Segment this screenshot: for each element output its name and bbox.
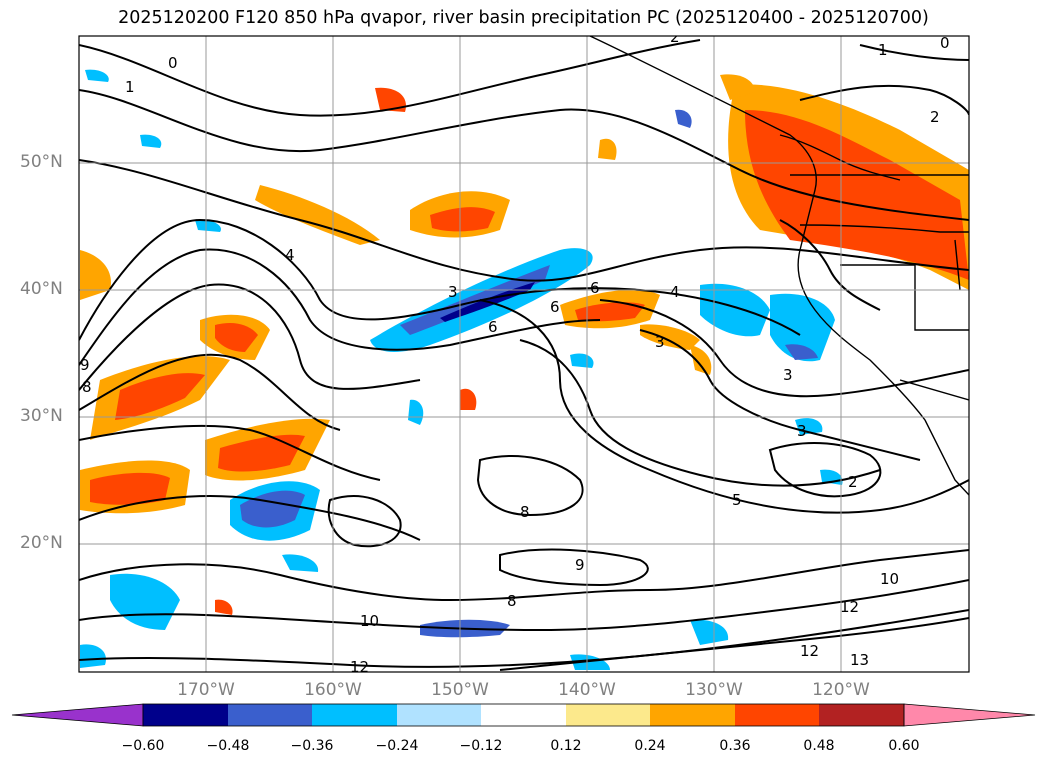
contour-label: 1 [878, 41, 888, 59]
figure-title: 2025120200 F120 850 hPa qvapor, river ba… [118, 8, 929, 28]
colorbar-bin [481, 704, 566, 726]
contour-label: 6 [488, 318, 498, 336]
map-field: 0 0 1 1 2 2 2 3 3 3 3 4 4 5 6 6 6 8 8 8 … [79, 28, 969, 676]
coastlines [589, 36, 969, 496]
colorbar-outline [142, 703, 905, 727]
contour-label: 2 [930, 108, 940, 126]
colorbar-tick: −0.48 [206, 738, 250, 754]
colorbar-tick: 0.24 [634, 738, 666, 754]
contour-label: 3 [448, 283, 458, 301]
contour-label: 4 [285, 246, 295, 264]
contour-label: 8 [520, 503, 530, 521]
colorbar-tick: −0.12 [459, 738, 503, 754]
contour-label: 10 [360, 612, 379, 630]
colorbar-tick: −0.24 [375, 738, 419, 754]
colorbar-bin [819, 704, 904, 726]
contour-label: 1 [125, 78, 135, 96]
colorbar-tick: 0.60 [888, 738, 920, 754]
contour-label: 9 [80, 356, 90, 374]
contour-label: 10 [880, 570, 899, 588]
contour-label: 13 [850, 651, 869, 669]
contour-label: 12 [840, 598, 859, 616]
colorbar-bin [397, 704, 481, 726]
lon-label: 170°W [177, 680, 235, 700]
colorbar-tick: −0.60 [121, 738, 165, 754]
contour-label: 2 [848, 473, 858, 491]
colorbar-extend-max [903, 703, 1036, 727]
colorbar-bin [312, 704, 397, 726]
colorbar-bin [566, 704, 650, 726]
lat-label: 50°N [20, 152, 63, 172]
colorbar-tick: 0.36 [719, 738, 751, 754]
contour-label: 12 [350, 658, 369, 676]
contour-label: 2 [670, 28, 680, 46]
lon-label: 150°W [431, 680, 489, 700]
contour-label: 8 [507, 592, 517, 610]
contour-label: 0 [940, 34, 950, 52]
map-frame [78, 35, 970, 673]
colorbar-extend-min [11, 703, 144, 727]
contour-label: 5 [732, 491, 742, 509]
colorbar-bin [143, 704, 228, 726]
lat-label: 20°N [20, 533, 63, 553]
lon-label: 160°W [304, 680, 362, 700]
lon-label: 140°W [558, 680, 616, 700]
positive-anomaly-patches [80, 74, 969, 615]
colorbar-tick: 0.48 [803, 738, 835, 754]
lat-label: 40°N [20, 279, 63, 299]
colorbar [11, 703, 1036, 727]
graticule [79, 36, 969, 672]
lon-label: 130°W [685, 680, 743, 700]
lat-label: 30°N [20, 406, 63, 426]
contour-label: 12 [800, 642, 819, 660]
contour-label: 3 [655, 333, 665, 351]
contour-label: 4 [670, 283, 680, 301]
colorbar-tick: 0.12 [550, 738, 582, 754]
qvapor-contours [79, 39, 969, 671]
contour-label: 3 [797, 422, 807, 440]
contour-label: 6 [550, 298, 560, 316]
contour-label: 0 [168, 54, 178, 72]
contour-labels: 0 0 1 1 2 2 2 3 3 3 3 4 4 5 6 6 6 8 8 8 … [80, 28, 950, 676]
colorbar-tick: −0.36 [290, 738, 334, 754]
contour-label: 9 [575, 556, 585, 574]
colorbar-bin [650, 704, 735, 726]
contour-label: 8 [82, 378, 92, 396]
contour-label: 6 [590, 279, 600, 297]
colorbar-bin [735, 704, 819, 726]
colorbar-bin [228, 704, 312, 726]
contour-label: 3 [783, 366, 793, 384]
lon-label: 120°W [812, 680, 870, 700]
